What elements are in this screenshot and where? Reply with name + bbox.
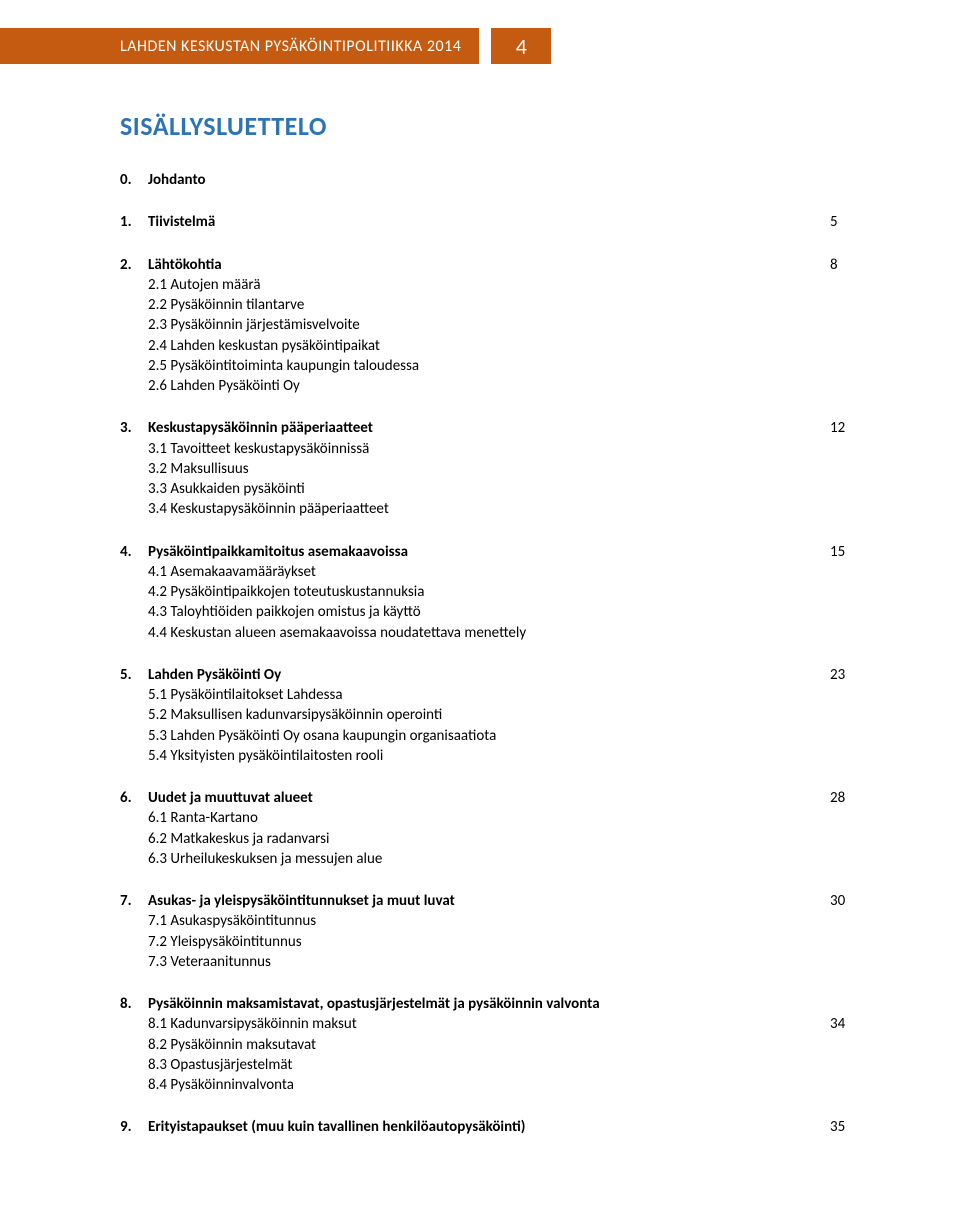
toc-section: 7. Asukas- ja yleispysäköintitunnukset j… [120,891,870,972]
section-page: 15 [830,542,870,562]
subsection: 2.5 Pysäköintitoiminta kaupungin taloude… [148,356,870,376]
section-title: Erityistapaukset (muu kuin tavallinen he… [148,1117,830,1137]
subsection: 5.4 Yksityisten pysäköintilaitosten rool… [148,746,870,766]
subsection: 8.1 Kadunvarsipysäköinnin maksut 34 [148,1014,870,1034]
subsection: 7.3 Veteraanitunnus [148,952,870,972]
subsection: 2.4 Lahden keskustan pysäköintipaikat [148,336,870,356]
subsection: 8.3 Opastusjärjestelmät [148,1055,870,1075]
section-number: 8. [120,994,148,1014]
toc-section: 8. Pysäköinnin maksamistavat, opastusjär… [120,994,870,1095]
toc-section: 5. Lahden Pysäköinti Oy 23 5.1 Pysäköint… [120,665,870,766]
subsection-label: 8.1 Kadunvarsipysäköinnin maksut [148,1014,830,1034]
subsection: 7.1 Asukaspysäköintitunnus [148,911,870,931]
section-page [830,170,870,190]
toc-section: 4. Pysäköintipaikkamitoitus asemakaavois… [120,542,870,643]
toc-section: 1. Tiivistelmä 5 [120,212,870,232]
section-number: 4. [120,542,148,562]
subsection: 6.2 Matkakeskus ja radanvarsi [148,829,870,849]
subsection: 4.4 Keskustan alueen asemakaavoissa noud… [148,623,870,643]
header-bar: LAHDEN KESKUSTAN PYSÄKÖINTIPOLITIIKKA 20… [0,28,551,64]
section-page: 8 [830,255,870,275]
toc-section: 2. Lähtökohtia 8 2.1 Autojen määrä 2.2 P… [120,255,870,397]
subsection: 7.2 Yleispysäköintitunnus [148,932,870,952]
section-title: Lahden Pysäköinti Oy [148,665,830,685]
section-title: Keskustapysäköinnin pääperiaatteet [148,418,830,438]
subsection: 3.3 Asukkaiden pysäköinti [148,479,870,499]
subsection: 3.4 Keskustapysäköinnin pääperiaatteet [148,499,870,519]
section-title: Lähtökohtia [148,255,830,275]
subsection: 4.1 Asemakaavamääräykset [148,562,870,582]
section-title: Pysäköintipaikkamitoitus asemakaavoissa [148,542,830,562]
section-number: 7. [120,891,148,911]
section-page: 5 [830,212,870,232]
section-title: Tiivistelmä [148,212,830,232]
subsection: 8.4 Pysäköinninvalvonta [148,1075,870,1095]
section-page: 35 [830,1117,870,1137]
page: LAHDEN KESKUSTAN PYSÄKÖINTIPOLITIIKKA 20… [0,0,960,1224]
subsection: 6.1 Ranta-Kartano [148,808,870,828]
subsection: 2.3 Pysäköinnin järjestämisvelvoite [148,315,870,335]
subsection: 5.1 Pysäköintilaitokset Lahdessa [148,685,870,705]
header-title: LAHDEN KESKUSTAN PYSÄKÖINTIPOLITIIKKA 20… [0,28,479,64]
subsection: 3.2 Maksullisuus [148,459,870,479]
section-number: 1. [120,212,148,232]
subsection-page: 34 [830,1014,870,1034]
section-page: 23 [830,665,870,685]
section-number: 5. [120,665,148,685]
section-title: Pysäköinnin maksamistavat, opastusjärjes… [148,994,830,1014]
section-title: Uudet ja muuttuvat alueet [148,788,830,808]
subsection: 6.3 Urheilukeskuksen ja messujen alue [148,849,870,869]
subsection: 5.3 Lahden Pysäköinti Oy osana kaupungin… [148,726,870,746]
subsection: 5.2 Maksullisen kadunvarsipysäköinnin op… [148,705,870,725]
section-number: 0. [120,170,148,190]
subsection: 4.3 Taloyhtiöiden paikkojen omistus ja k… [148,602,870,622]
subsection: 2.2 Pysäköinnin tilantarve [148,295,870,315]
section-title: Johdanto [148,170,830,190]
section-title: Asukas- ja yleispysäköintitunnukset ja m… [148,891,830,911]
section-number: 9. [120,1117,148,1137]
header-page-number: 4 [491,28,551,64]
content: SISÄLLYSLUETTELO 0. Johdanto 1. Tiiviste… [120,0,870,1138]
section-number: 2. [120,255,148,275]
section-number: 6. [120,788,148,808]
toc-section: 9. Erityistapaukset (muu kuin tavallinen… [120,1117,870,1137]
subsection: 8.2 Pysäköinnin maksutavat [148,1035,870,1055]
toc-section: 0. Johdanto [120,170,870,190]
subsection: 4.2 Pysäköintipaikkojen toteutuskustannu… [148,582,870,602]
section-page: 28 [830,788,870,808]
section-page [830,994,870,1014]
subsection: 3.1 Tavoitteet keskustapysäköinnissä [148,439,870,459]
toc-section: 3. Keskustapysäköinnin pääperiaatteet 12… [120,418,870,519]
subsection: 2.1 Autojen määrä [148,275,870,295]
section-number: 3. [120,418,148,438]
toc-title: SISÄLLYSLUETTELO [120,110,870,142]
toc-section: 6. Uudet ja muuttuvat alueet 28 6.1 Rant… [120,788,870,869]
subsection: 2.6 Lahden Pysäköinti Oy [148,376,870,396]
section-page: 12 [830,418,870,438]
section-page: 30 [830,891,870,911]
